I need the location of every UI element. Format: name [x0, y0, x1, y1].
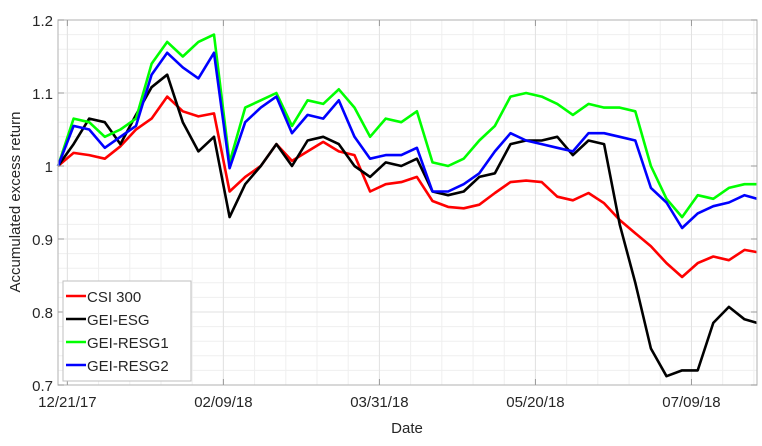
y-tick-label: 0.9 [32, 232, 53, 249]
series-line-gei-resg1 [56, 33, 757, 219]
legend-label: GEI-RESG2 [87, 358, 169, 375]
y-tick-label: 1.1 [32, 86, 53, 103]
y-axis-label: Accumulated excess return [7, 112, 24, 293]
y-tick-label: 0.8 [32, 305, 53, 322]
series-line-gei-esg [56, 73, 758, 378]
y-tick-label: 1.2 [32, 13, 53, 30]
x-tick-label: 03/31/18 [350, 394, 408, 411]
x-tick-label: 05/20/18 [506, 394, 564, 411]
x-tick-label: 07/09/18 [662, 394, 720, 411]
y-tick-label: 0.7 [32, 378, 53, 395]
x-axis-label: Date [391, 420, 423, 437]
axes: 0.7 0.8 0.9 1 1.1 1.2 12/21/17 02/09/18 03/31/18… [32, 13, 757, 411]
y-tick-label: 1 [45, 159, 53, 176]
series-line-csi-300 [57, 95, 758, 279]
legend: CSI 300 GEI-ESG GEI-RESG1 GEI-RESG2 [62, 280, 192, 382]
legend-label: CSI 300 [87, 289, 141, 306]
plot-area-frame [57, 19, 758, 386]
series-lines [56, 33, 758, 378]
legend-label: GEI-ESG [87, 312, 150, 329]
series-line-gei-resg2 [56, 51, 758, 230]
x-tick-label: 02/09/18 [194, 394, 252, 411]
x-tick-label: 12/21/17 [38, 394, 96, 411]
legend-label: GEI-RESG1 [87, 335, 169, 352]
